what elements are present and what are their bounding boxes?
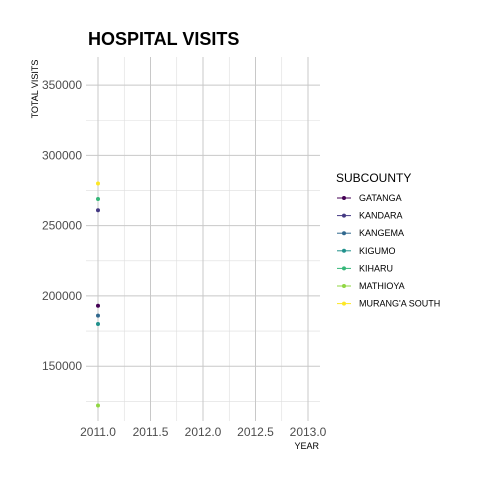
x-tick-label: 2011.0 — [80, 425, 116, 439]
data-point — [96, 181, 100, 186]
y-tick-label: 200000 — [42, 289, 82, 303]
legend-item: KANGEMA — [337, 228, 404, 238]
legend-item: MATHIOYA — [337, 281, 405, 291]
major-gridlines — [86, 57, 320, 421]
x-tick-label: 2012.0 — [185, 425, 222, 439]
data-points — [96, 181, 100, 408]
legend-item: KIHARU — [337, 263, 393, 273]
legend-item: MURANG'A SOUTH — [337, 299, 440, 309]
legend-label: KIGUMO — [359, 246, 396, 256]
legend-key-point — [342, 266, 346, 271]
legend-label: KANGEMA — [359, 228, 404, 238]
x-tick-label: 2013.0 — [290, 425, 327, 439]
data-point — [96, 313, 100, 318]
legend-key-point — [342, 248, 346, 253]
x-tick-label: 2011.5 — [133, 425, 169, 439]
x-tick-labels: 2011.0 2011.5 2012.0 2012.5 2013.0 — [80, 425, 327, 439]
y-tick-labels: 150000 200000 250000 300000 350000 — [42, 78, 82, 373]
data-point — [96, 208, 100, 213]
legend-label: MATHIOYA — [359, 281, 405, 291]
y-tick-label: 150000 — [42, 359, 82, 373]
chart-title: HOSPITAL VISITS — [88, 29, 239, 49]
legend-key-point — [342, 284, 346, 288]
legend-item: GATANGA — [337, 193, 402, 203]
legend-key-point — [342, 213, 346, 218]
legend-label: MURANG'A SOUTH — [359, 299, 440, 309]
data-point — [96, 303, 100, 308]
y-tick-label: 300000 — [42, 148, 82, 162]
data-point — [96, 322, 100, 327]
x-axis-label: YEAR — [294, 441, 319, 451]
data-point — [96, 196, 100, 201]
legend-item: KIGUMO — [337, 246, 396, 256]
legend-key-point — [342, 301, 346, 306]
legend-item: KANDARA — [337, 211, 403, 221]
legend: SUBCOUNTY GATANGA KANDARA KANGEMA KIGUMO KIH… — [336, 171, 440, 309]
y-tick-label: 250000 — [42, 219, 82, 233]
legend-items: GATANGA KANDARA KANGEMA KIGUMO KIHARU MATHIOY… — [337, 193, 440, 309]
legend-key-point — [342, 231, 346, 236]
data-point — [96, 403, 100, 408]
legend-label: KANDARA — [359, 211, 403, 221]
y-axis-label: TOTAL VISITS — [30, 60, 40, 119]
x-tick-label: 2012.5 — [237, 425, 274, 439]
legend-title: SUBCOUNTY — [336, 171, 411, 185]
legend-label: GATANGA — [359, 193, 402, 203]
legend-key-point — [342, 196, 346, 200]
legend-label: KIHARU — [359, 263, 393, 273]
y-tick-label: 350000 — [42, 78, 82, 92]
